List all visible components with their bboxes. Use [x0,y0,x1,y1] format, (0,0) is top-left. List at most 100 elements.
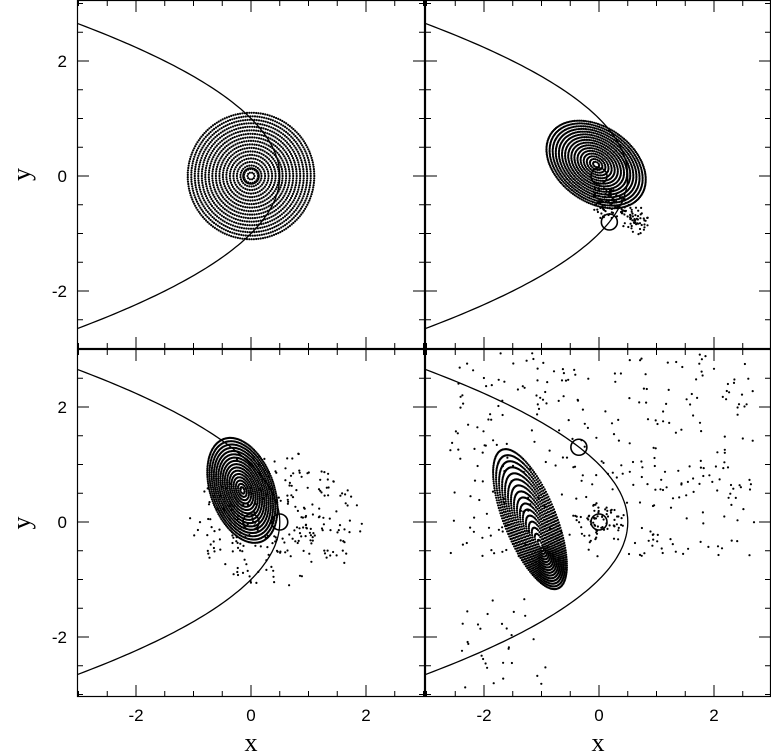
particle-point [272,165,275,169]
particle-point [207,191,210,194]
particle-point [264,155,267,158]
particle-point [231,136,234,140]
particle-point [597,156,600,159]
particle-point [202,197,205,200]
particle-point [581,164,584,167]
particle-point [266,193,269,196]
body-marker [600,213,619,231]
particle-point [582,177,585,180]
particle-point [285,196,289,199]
particle-point [609,154,612,157]
particle-point [264,194,267,197]
particle-point [243,490,246,493]
particle-point [207,132,211,135]
particle-point [601,127,605,130]
axis-ticks [77,0,425,349]
particle-point [256,493,259,496]
particle-point [599,177,602,180]
particle-point [253,481,256,484]
particle-point [552,156,555,159]
particle-point [602,145,605,149]
particle-point [232,132,235,135]
particle-point [242,198,245,201]
particle-point [207,460,210,463]
particle-point [214,174,217,178]
particle-point [251,160,254,164]
particle-point [326,549,329,552]
particle-point [294,203,297,206]
particle-point [622,140,625,143]
particle-point [558,158,561,161]
particle-point [238,183,241,186]
particle-point [207,552,210,555]
body-marker [270,513,289,531]
particle-point [219,492,222,496]
particle-point [564,176,568,179]
particle-point [206,487,209,490]
particle-point [228,115,231,118]
particle-point [253,488,256,491]
particle-point [228,177,232,180]
particle-point [237,127,240,130]
particle-point [584,166,588,169]
particle-point [240,197,243,200]
particle-point [253,490,257,493]
particle-point [596,173,599,177]
particle-point [254,499,257,502]
particle-point [207,503,211,506]
particle-point [210,471,213,474]
particle-point [600,192,603,196]
particle-point [258,541,261,544]
particle-point [274,150,277,153]
particle-point [259,193,262,196]
particle-point [277,181,280,184]
body-marker [590,167,608,185]
particle-point [247,150,250,153]
particle-point [242,234,245,237]
particle-point [291,192,295,195]
particle-point [597,179,600,182]
particle-point [232,205,235,208]
particle-point [212,156,215,159]
particle-point [608,133,611,136]
particle-point [288,133,291,137]
particle-point [196,156,199,160]
particle-point [610,152,613,155]
particle-point [199,199,202,202]
particle-point [275,163,278,166]
particle-point [229,211,232,214]
particle-point [556,173,559,176]
particle-point [197,172,200,175]
particle-point [221,490,224,493]
particle-point [240,208,243,211]
particle-point [264,489,267,492]
particle-point [274,199,277,202]
particle-point [302,168,305,171]
particle-point [547,159,550,162]
particle-point [346,504,349,507]
particle-point [217,485,220,488]
particle-point [598,146,601,149]
particle-point [226,158,230,161]
particle-point [611,135,614,138]
particle-point [564,167,567,170]
particle-point [277,133,280,137]
particle-point [237,527,240,530]
particle-point [236,546,240,550]
particle-point [219,516,222,519]
particle-point [193,147,196,150]
particle-point [630,227,633,230]
particle-point [568,173,571,176]
particle-point [622,154,625,158]
particle-point [205,130,208,133]
particle-point [260,462,263,465]
particle-point [226,131,229,134]
particle-point [633,157,636,161]
particle-point [229,150,232,153]
particle-point [278,174,281,178]
particle-point [273,486,276,489]
particle-point [197,195,200,198]
particle-point [247,492,251,496]
particle-point [578,188,581,191]
particle-point [615,200,618,203]
